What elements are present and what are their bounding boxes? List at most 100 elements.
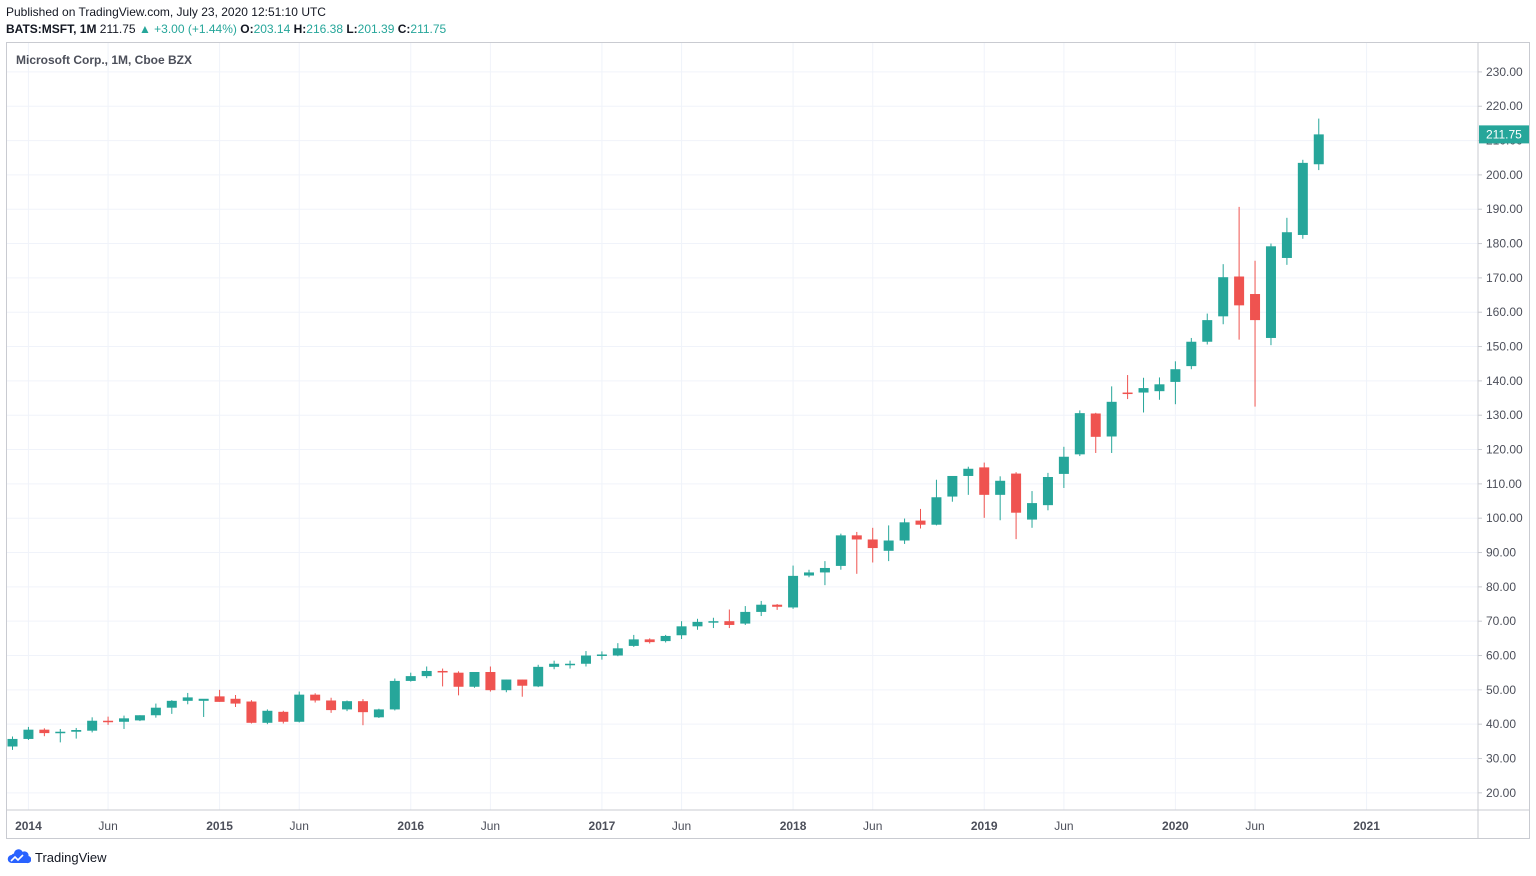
candle-body	[612, 648, 623, 656]
x-tick-label: 2019	[971, 819, 998, 833]
candle-body	[1297, 162, 1308, 235]
y-tick-label: 220.00	[1486, 99, 1523, 113]
candle-body	[262, 710, 273, 723]
x-tick-label: 2014	[15, 819, 42, 833]
x-tick-label: 2018	[780, 819, 807, 833]
x-tick-label: Jun	[1054, 819, 1073, 833]
y-tick-label: 230.00	[1486, 65, 1523, 79]
candle-body	[963, 468, 974, 476]
candle-body	[485, 671, 496, 691]
candle-body	[1170, 369, 1181, 382]
candle-body	[1313, 134, 1324, 165]
candle-body	[87, 720, 98, 731]
candle-body	[851, 535, 862, 540]
candle-body	[326, 700, 337, 711]
candle-body	[134, 715, 145, 721]
y-tick-label: 200.00	[1486, 168, 1523, 182]
candle-body	[1074, 413, 1085, 455]
x-tick-label: Jun	[290, 819, 309, 833]
candle-body	[995, 480, 1006, 495]
candle-body	[437, 670, 448, 673]
candle-body	[453, 672, 464, 687]
candle-body	[740, 611, 751, 624]
last-price-label: 211.75	[1486, 127, 1522, 141]
candle-body	[596, 654, 607, 656]
candle-body	[804, 572, 814, 576]
candle-body	[103, 720, 114, 723]
candle-body	[533, 666, 544, 687]
candle-body	[310, 694, 321, 701]
candle-body	[1281, 232, 1292, 258]
candle-body	[342, 701, 353, 710]
low-value: 201.39	[357, 22, 395, 36]
y-tick-label: 110.00	[1486, 477, 1522, 491]
candle-body	[373, 709, 384, 718]
candle-body	[230, 698, 241, 704]
candle-body	[246, 701, 257, 723]
candle-body	[166, 700, 177, 708]
candle-body	[549, 663, 560, 667]
candle-body	[676, 626, 687, 636]
x-tick-label: 2020	[1162, 819, 1189, 833]
candle-body	[198, 698, 209, 701]
candle-body	[1250, 294, 1261, 321]
y-tick-label: 120.00	[1486, 443, 1523, 457]
candle-body	[214, 696, 225, 702]
candle-body	[421, 670, 432, 677]
candle-body	[788, 575, 799, 608]
candle-body	[1265, 246, 1276, 338]
published-note: Published on TradingView.com, July 23, 2…	[6, 5, 326, 19]
candlestick-chart[interactable]: 20.00 30.00 40.00 50.00 60.00 70.00 80.00 90.00…	[7, 43, 1529, 838]
x-tick-label: 2016	[397, 819, 424, 833]
candle-body	[1027, 503, 1038, 520]
y-tick-label: 20.00	[1486, 786, 1516, 800]
candle-body	[644, 639, 655, 643]
last-price: 211.75	[99, 22, 136, 36]
x-tick-label: Jun	[672, 819, 691, 833]
y-tick-label: 180.00	[1486, 237, 1523, 251]
high-label: H:	[293, 22, 307, 36]
candle-body	[357, 701, 368, 713]
candle-body	[756, 604, 767, 612]
tradingview-logo-icon	[7, 849, 31, 864]
price-change: ▲ +3.00 (+1.44%)	[138, 22, 237, 36]
close-label: C:	[397, 22, 411, 36]
candle-body	[819, 567, 830, 573]
candle-body	[580, 655, 591, 664]
candle-body	[39, 729, 50, 734]
y-tick-label: 100.00	[1486, 511, 1523, 525]
y-tick-label: 130.00	[1486, 408, 1523, 422]
candle-body	[1122, 392, 1133, 395]
candle-body	[182, 697, 193, 701]
candle-body	[405, 676, 416, 681]
candle-body	[883, 540, 894, 551]
y-tick-label: 80.00	[1486, 580, 1516, 594]
chart-pane[interactable]: 20.00 30.00 40.00 50.00 60.00 70.00 80.00 90.00…	[6, 42, 1530, 839]
candle-body	[899, 522, 910, 541]
candle-body	[23, 729, 34, 739]
y-tick-label: 40.00	[1486, 717, 1516, 731]
y-tick-label: 150.00	[1486, 340, 1523, 354]
x-tick-label: Jun	[863, 819, 882, 833]
candle-body	[915, 520, 926, 525]
candle-body	[565, 663, 576, 666]
candle-body	[501, 679, 512, 691]
candle-body	[278, 711, 289, 722]
high-value: 216.38	[306, 22, 343, 36]
open-value: 203.14	[253, 22, 291, 36]
candle-body	[71, 730, 82, 732]
candle-body	[1218, 277, 1229, 317]
candle-body	[1186, 341, 1197, 367]
candle-body	[772, 604, 783, 607]
candle-body	[628, 639, 639, 646]
y-tick-label: 170.00	[1486, 271, 1523, 285]
x-tick-label: Jun	[481, 819, 500, 833]
candle-body	[1202, 320, 1213, 342]
open-label: O:	[240, 22, 254, 36]
candle-body	[1154, 384, 1165, 392]
candle-body	[979, 467, 990, 495]
footer-brand[interactable]: TradingView	[7, 849, 107, 865]
candle-body	[389, 680, 400, 710]
candle-body	[55, 731, 66, 734]
footer-brand-label: TradingView	[35, 849, 107, 865]
